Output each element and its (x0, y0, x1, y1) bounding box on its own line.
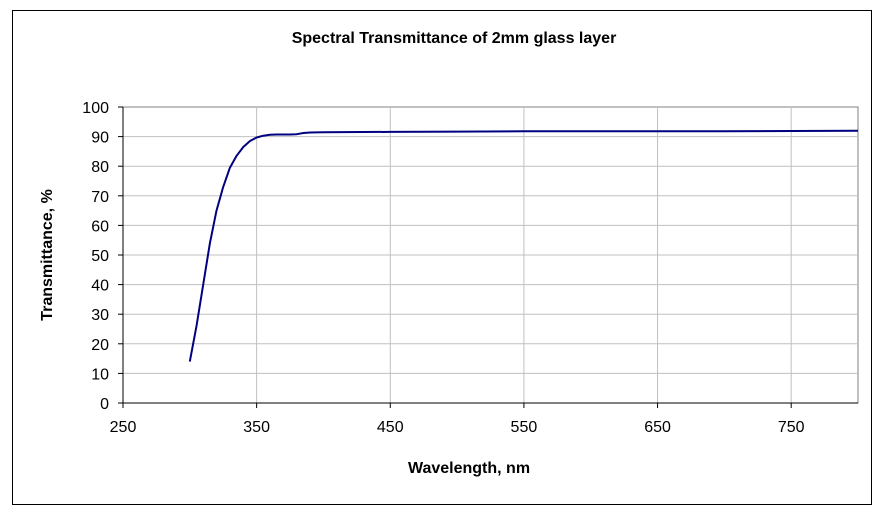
transmittance-line (188, 129, 859, 362)
x-tick-label: 250 (110, 419, 137, 436)
y-tick-label: 40 (91, 278, 109, 295)
y-tick-label: 90 (91, 130, 109, 147)
y-tick-label: 70 (91, 189, 109, 206)
y-tick-label: 80 (91, 159, 109, 176)
chart-svg: Spectral Transmittance of 2mm glass laye… (39, 30, 859, 477)
y-tick-label: 50 (91, 248, 109, 265)
x-axis-title: Wavelength, nm (408, 460, 530, 477)
x-tick-label: 650 (644, 419, 671, 436)
grid-layer (123, 107, 858, 403)
x-tick-label: 450 (377, 419, 404, 436)
series-layer (188, 129, 859, 362)
chart-frame: Spectral Transmittance of 2mm glass laye… (12, 10, 872, 505)
axes-layer (118, 106, 858, 408)
y-tick-label: 0 (100, 396, 109, 413)
x-tick-label: 350 (243, 419, 270, 436)
y-tick-label: 10 (91, 366, 109, 383)
y-tick-label: 100 (82, 100, 109, 117)
y-axis-title: Transmittance, % (39, 189, 56, 321)
y-tick-label: 30 (91, 307, 109, 324)
y-tick-label: 20 (91, 337, 109, 354)
x-tick-label: 550 (511, 419, 538, 436)
chart-title: Spectral Transmittance of 2mm glass laye… (292, 30, 617, 47)
tick-label-layer: 0 10 20 30 40 50 60 70 80 90 100 250 350 450 550 650 750 (82, 100, 804, 436)
x-tick-label: 750 (778, 419, 805, 436)
y-tick-label: 60 (91, 218, 109, 235)
